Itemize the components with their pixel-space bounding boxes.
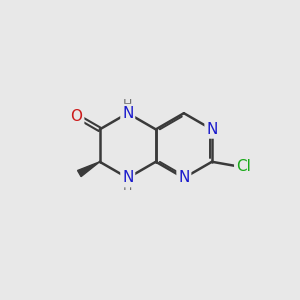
Polygon shape [77, 162, 100, 177]
Text: H: H [123, 180, 132, 193]
Text: Cl: Cl [236, 159, 251, 174]
Text: N: N [122, 170, 134, 185]
Text: O: O [70, 110, 83, 124]
Text: N: N [122, 106, 134, 121]
Text: N: N [206, 122, 218, 137]
Text: N: N [178, 170, 190, 185]
Text: H: H [123, 98, 132, 111]
